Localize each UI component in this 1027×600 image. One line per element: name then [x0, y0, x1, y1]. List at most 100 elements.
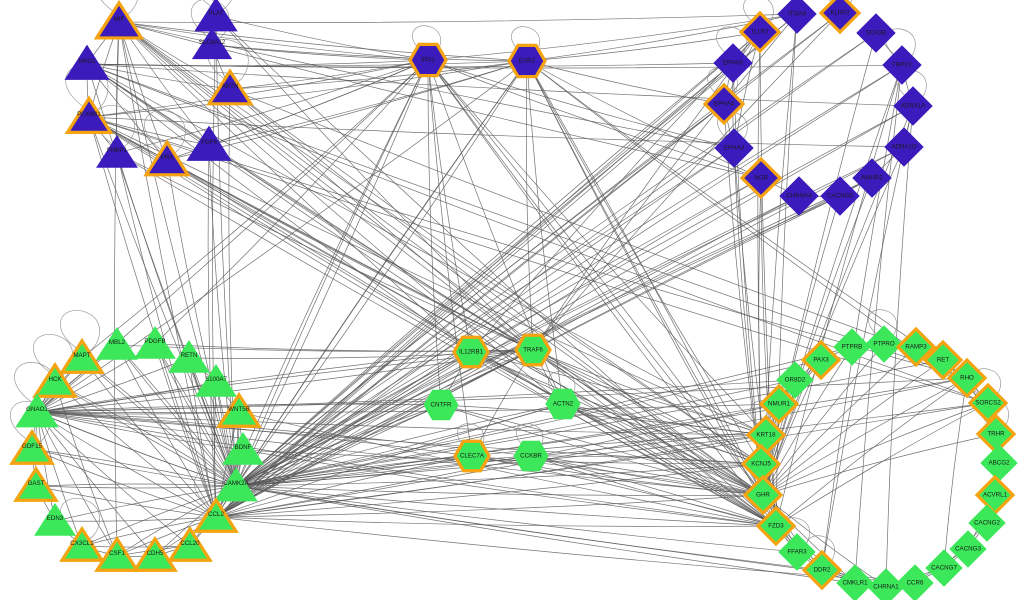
graph-node-ret[interactable] — [922, 339, 964, 381]
graph-node-edn3[interactable] — [34, 502, 76, 536]
graph-node-plat[interactable] — [194, 0, 238, 32]
graph-node-ramp3[interactable] — [895, 326, 937, 368]
graph-node-trhr[interactable] — [975, 413, 1017, 455]
graph-edge — [235, 485, 777, 527]
graph-edge — [118, 21, 534, 351]
graph-node-mbl2[interactable] — [96, 326, 138, 360]
graph-edge — [36, 403, 780, 413]
graph-node-cacng5[interactable] — [820, 176, 860, 216]
graph-node-cntfr[interactable] — [423, 389, 459, 421]
graph-node-gnao1[interactable] — [15, 393, 59, 428]
graph-node-amhr2[interactable] — [852, 158, 892, 198]
graph-edge — [215, 13, 798, 518]
graph-edge — [235, 485, 798, 553]
graph-node-bdnf[interactable] — [222, 431, 264, 465]
graph-node-adra1a[interactable] — [893, 86, 933, 126]
graph-edge — [775, 377, 968, 527]
graph-node-wnt5b[interactable] — [216, 391, 262, 428]
graph-edge — [762, 64, 903, 496]
graph-node-plxnb1[interactable] — [64, 95, 114, 134]
graph-edge — [762, 32, 877, 496]
graph-node-chrna1[interactable] — [867, 568, 905, 600]
graph-node-adra1d[interactable] — [884, 127, 924, 167]
graph-node-rho[interactable] — [946, 357, 988, 399]
graph-edge — [762, 346, 853, 496]
graph-node-s100a7[interactable] — [195, 363, 237, 397]
graph-edge — [427, 59, 762, 179]
graph-node-nmur1[interactable] — [758, 383, 800, 425]
graph-node-il1r2[interactable] — [738, 10, 782, 54]
graph-node-sorcs2[interactable] — [967, 382, 1009, 424]
graph-node-ngb[interactable] — [739, 156, 783, 200]
graph-edge — [36, 377, 968, 413]
graph-node-traf6[interactable] — [514, 333, 552, 367]
graph-node-ffar3[interactable] — [778, 533, 816, 571]
graph-node-epha5[interactable] — [713, 43, 753, 83]
graph-node-chrna4[interactable] — [779, 176, 819, 216]
graph-node-ptprb[interactable] — [833, 328, 871, 366]
graph-node-mapt[interactable] — [59, 337, 105, 374]
graph-node-il12rb1[interactable] — [452, 335, 490, 369]
graph-edge — [427, 59, 764, 496]
graph-node-cacng2[interactable] — [968, 504, 1006, 542]
graph-node-ccr6[interactable] — [896, 564, 934, 600]
graph-node-artn[interactable] — [206, 68, 254, 106]
graph-edge — [526, 31, 761, 62]
graph-edge — [762, 346, 917, 496]
graph-node-epha4[interactable] — [702, 82, 746, 126]
graph-edge — [86, 63, 914, 107]
graph-edge — [762, 359, 822, 496]
graph-node-camk2a[interactable] — [214, 467, 258, 502]
graph-node-cdh5[interactable] — [132, 535, 178, 572]
graph-node-abcg2[interactable] — [980, 444, 1018, 482]
graph-edge — [530, 455, 777, 527]
graph-node-slc6a12[interactable] — [191, 27, 233, 60]
graph-node-retn[interactable] — [168, 339, 210, 373]
graph-node-scn3b[interactable] — [856, 13, 896, 53]
graph-edge — [36, 411, 240, 415]
graph-node-itga8[interactable] — [777, 0, 817, 34]
graph-edge — [470, 351, 764, 496]
graph-node-cckbr[interactable] — [513, 440, 549, 472]
graph-node-or8d2[interactable] — [776, 361, 814, 399]
graph-node-cx3cl1[interactable] — [59, 525, 105, 562]
graph-node-cmklr1[interactable] — [836, 564, 874, 600]
graph-node-fgf6[interactable] — [186, 125, 232, 161]
graph-node-ghr[interactable] — [742, 474, 784, 516]
graph-node-esr2[interactable] — [507, 43, 547, 79]
graph-node-fnbp1[interactable] — [96, 134, 138, 168]
graph-node-csf1[interactable] — [94, 535, 140, 572]
graph-edge — [235, 64, 903, 487]
graph-node-gdf15[interactable] — [9, 428, 55, 465]
graph-node-acvrl1[interactable] — [974, 474, 1016, 516]
graph-node-clec7a[interactable] — [453, 439, 491, 473]
graph-node-pax3[interactable] — [800, 339, 842, 381]
graph-node-pdgfb[interactable] — [134, 325, 176, 359]
graph-node-hck[interactable] — [32, 361, 78, 398]
graph-node-nrg1[interactable] — [64, 44, 110, 80]
graph-node-actn2[interactable] — [545, 388, 581, 420]
graph-node-ptpro[interactable] — [865, 325, 903, 363]
graph-node-ccl20[interactable] — [167, 525, 213, 562]
self-loop-edge — [868, 309, 897, 341]
graph-node-gast[interactable] — [13, 465, 59, 502]
graph-node-trpv2[interactable] — [882, 45, 922, 85]
graph-edge — [215, 31, 761, 518]
graph-node-epha3[interactable] — [714, 128, 754, 168]
graph-node-prx[interactable] — [143, 139, 191, 177]
graph-edge — [775, 402, 989, 527]
graph-edge — [235, 485, 764, 496]
graph-node-ddr2[interactable] — [801, 549, 843, 591]
graph-node-mif[interactable] — [93, 0, 145, 40]
graph-node-ccl2[interactable] — [193, 496, 239, 533]
graph-node-cacng3[interactable] — [949, 530, 987, 568]
graph-edge — [235, 359, 822, 487]
graph-node-irs1[interactable] — [408, 42, 448, 78]
nodes-layer[interactable] — [9, 0, 1018, 600]
graph-node-cacng7[interactable] — [925, 549, 963, 587]
self-loop-edge — [60, 310, 100, 353]
graph-node-klrf2[interactable] — [818, 0, 862, 35]
graph-node-fzd3[interactable] — [755, 505, 797, 547]
